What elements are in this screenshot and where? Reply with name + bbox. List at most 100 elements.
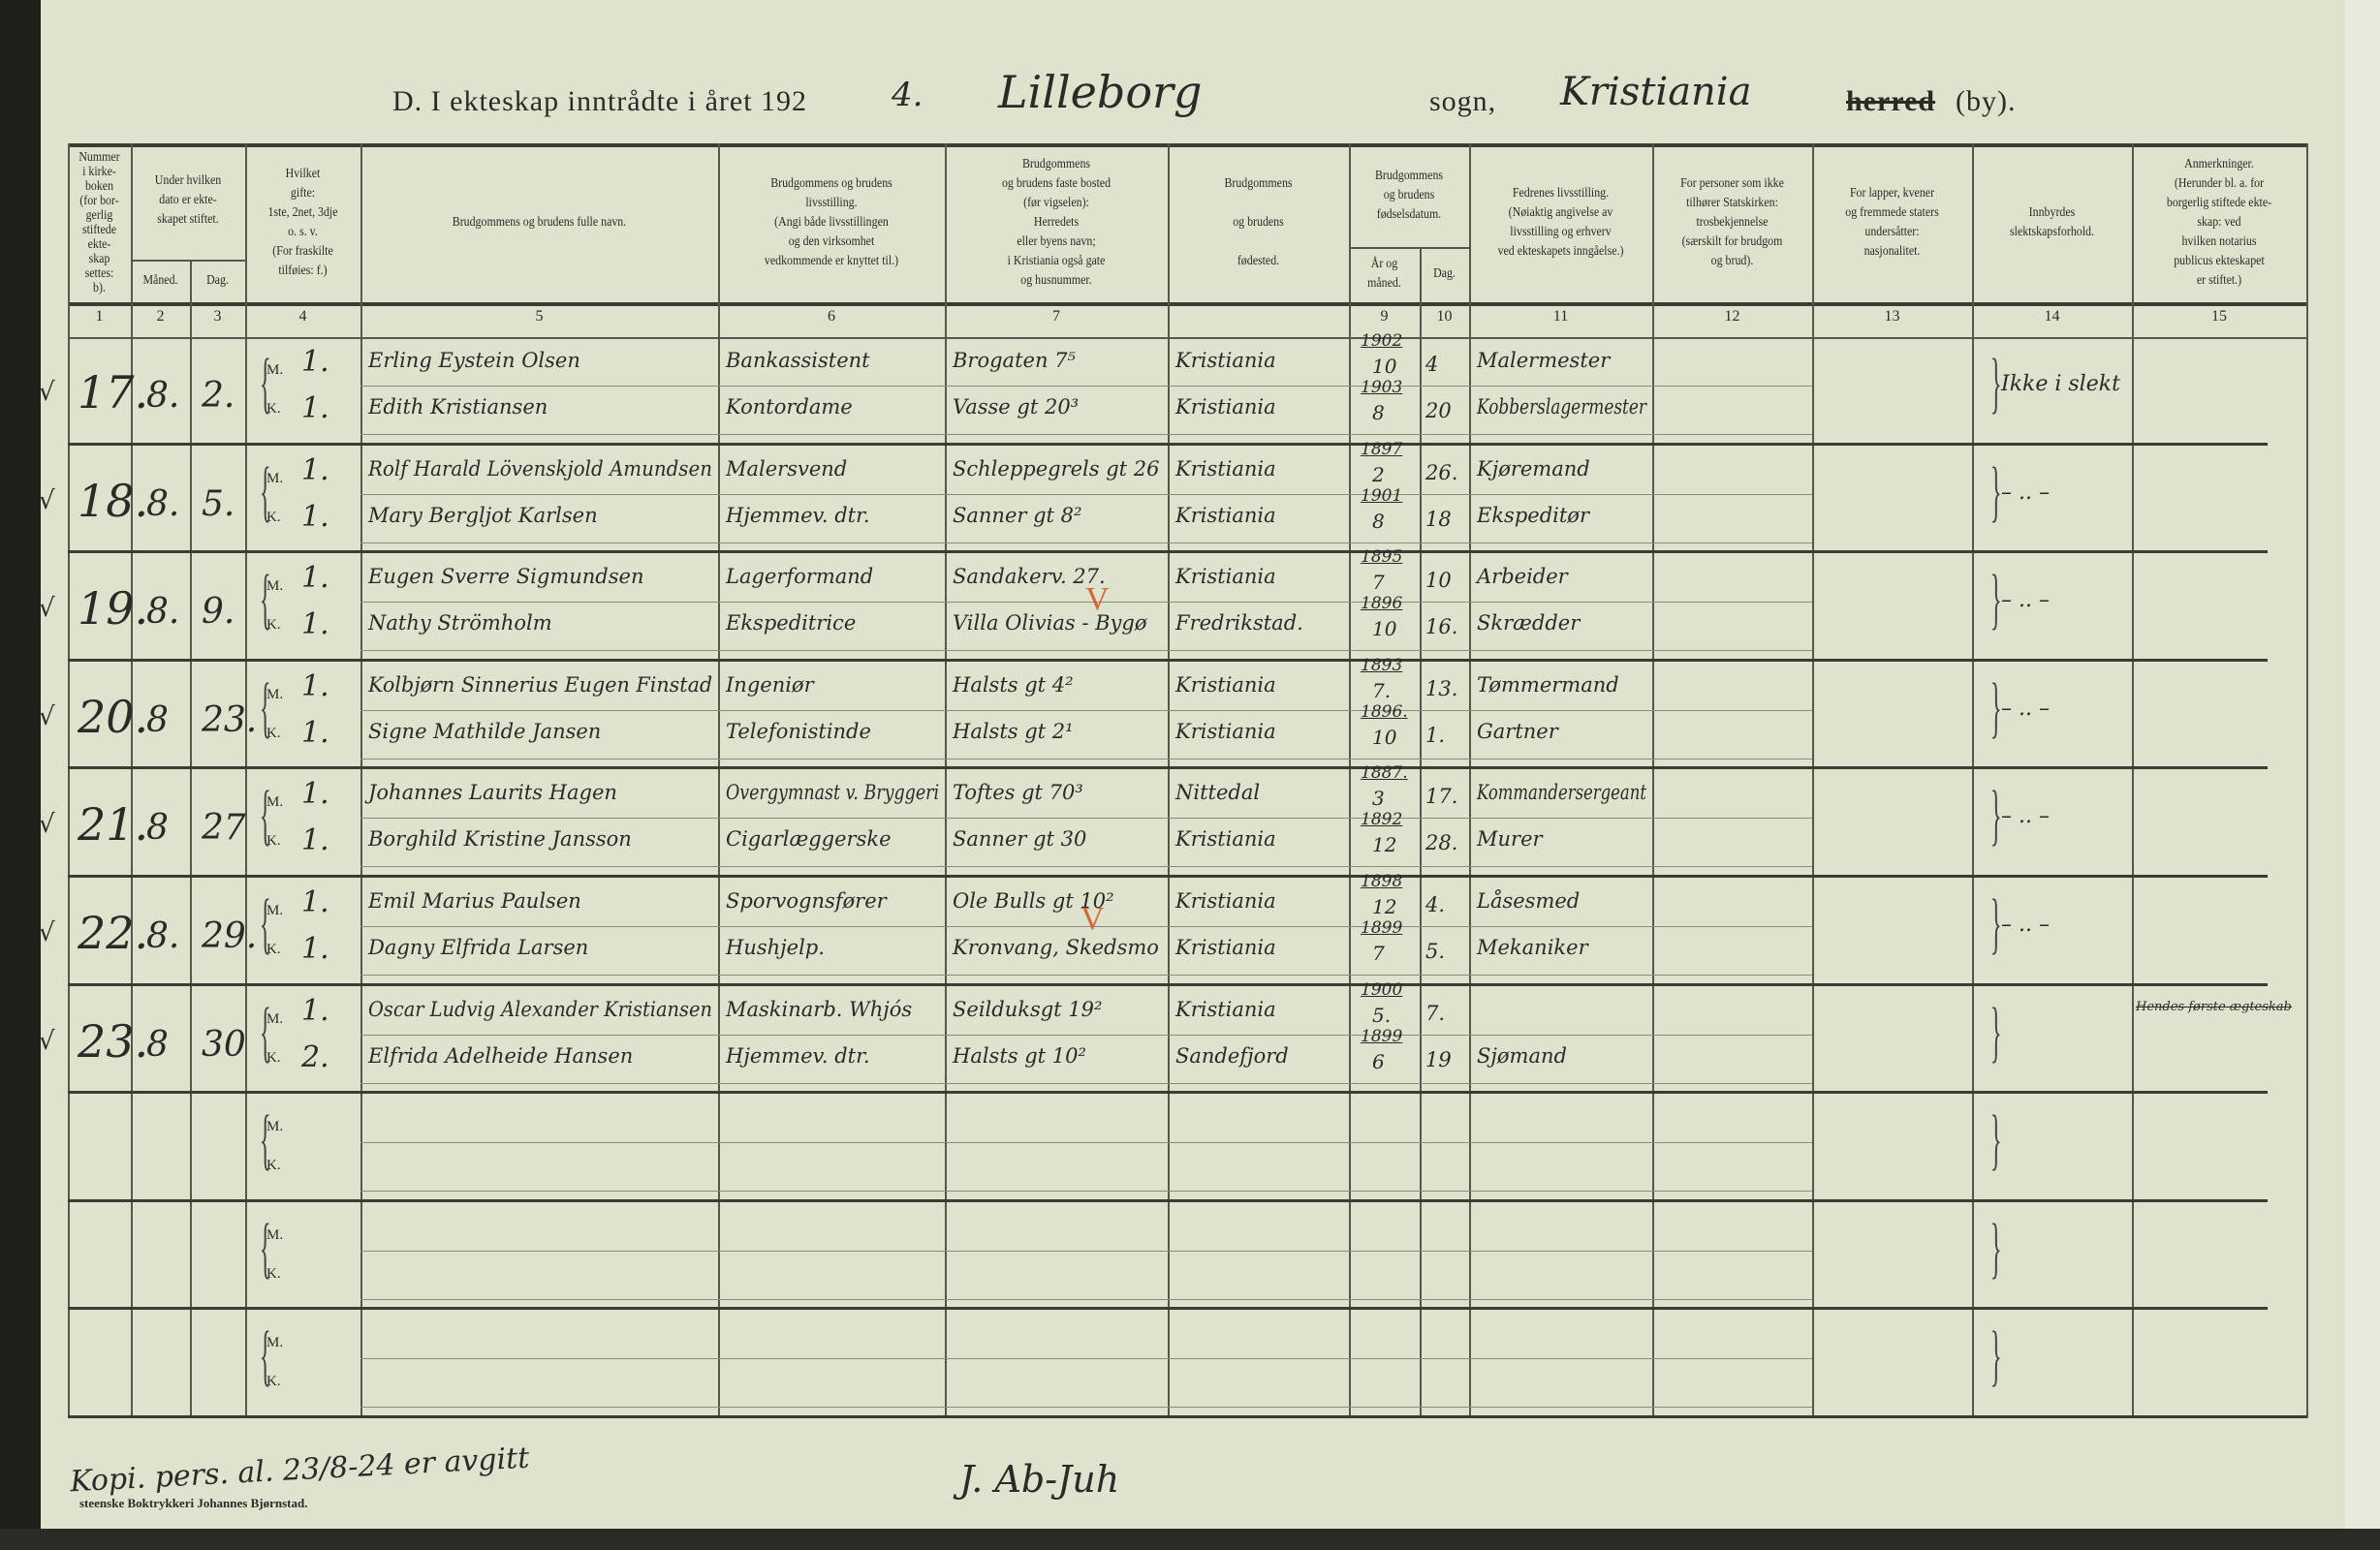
date-subheader-rule (131, 260, 245, 262)
groom-residence: Ole Bulls gt 10² (953, 889, 1114, 913)
groom-occupation: Ingeniør (726, 672, 814, 697)
groom-father-occupation: Låsesmed (1477, 889, 1581, 913)
column-number-10: 10 (1436, 308, 1453, 325)
groom-father-occupation: Kjøremand (1477, 456, 1590, 480)
groom-residence: Schleppegrels gt 26 (953, 456, 1160, 480)
column-header-2: Måned. (142, 273, 178, 288)
groom-line (360, 926, 1812, 927)
table-top-rule (68, 143, 2306, 147)
column-divider (131, 143, 133, 1418)
groom-birth-day: 7. (1425, 1001, 1446, 1025)
groom-residence: Seilduksgt 19² (953, 997, 1103, 1021)
bride-birth-year: 1899 (1361, 1026, 1403, 1046)
column-header-9: År og måned. (1367, 257, 1401, 291)
column-divider (1972, 143, 1974, 1418)
column-header-12: For personer som ikke tilhører Statskirk… (1680, 176, 1784, 268)
groom-birth-day: 17. (1425, 785, 1458, 809)
kinship: – .. – (2001, 804, 2050, 829)
groom-residence: Brogaten 7⁵ (953, 349, 1076, 372)
entry-day: 23. (202, 699, 258, 740)
kinship: – .. – (2001, 696, 2050, 721)
groom-name: Johannes Laurits Hagen (368, 781, 617, 805)
bride-birth-year: 1892 (1361, 810, 1403, 830)
bride-label: K. (266, 401, 281, 417)
column-header-1: Nummer i kirke- boken (for bor- gerlig s… (78, 150, 120, 295)
groom-name: Oscar Ludvig Alexander Kristiansen (368, 997, 712, 1021)
bride-father-occupation: Murer (1477, 827, 1543, 852)
column-divider (1420, 247, 1422, 1418)
bride-occupation: Telefonistinde (726, 719, 871, 743)
groom-birth-month: 3 (1372, 787, 1385, 811)
entry-day: 5. (202, 483, 235, 524)
bride-label: K. (266, 1049, 281, 1066)
column-number-11: 11 (1552, 308, 1569, 325)
bride-marriage-order: 1. (301, 391, 329, 425)
groom-marriage-order: 1. (301, 993, 329, 1028)
groom-label: M. (266, 1226, 284, 1243)
groom-birth-month: 5. (1372, 1003, 1392, 1027)
bride-line (360, 758, 1812, 760)
column-divider (190, 260, 192, 1418)
remarks-struck: Hendes første ægteskab (2136, 999, 2292, 1014)
bride-occupation: Hjemmev. dtr. (726, 1043, 870, 1068)
groom-birth-year: 1898 (1361, 872, 1403, 891)
column-divider (945, 143, 947, 1418)
groom-name: Eugen Sverre Sigmundsen (368, 565, 644, 589)
groom-birthplace: Kristiania (1175, 349, 1276, 372)
brace-icon: } (1989, 778, 2002, 853)
bride-name: Edith Kristiansen (368, 395, 548, 418)
bride-line (360, 1082, 1812, 1084)
birth-subheader-rule (1349, 247, 1469, 249)
column-number-1: 1 (95, 308, 104, 325)
title-prefix: D. I ekteskap inntrådte i året 192 (392, 85, 808, 117)
page-edge-right (2345, 0, 2380, 1550)
groom-birth-day: 4. (1425, 893, 1446, 916)
bride-label: K. (266, 1265, 281, 1282)
bride-father-occupation: Mekaniker (1477, 936, 1588, 959)
entry-number: 20. (78, 690, 149, 743)
entry-row-rule (68, 1307, 2268, 1311)
groom-label: M. (266, 578, 284, 595)
groom-birthplace: Kristiania (1175, 456, 1276, 480)
bride-occupation: Hjemmev. dtr. (726, 503, 870, 527)
entry-month: 8. (146, 483, 180, 524)
entry-row-rule (68, 1415, 2306, 1418)
bride-name: Borghild Kristine Jansson (368, 827, 632, 852)
bride-birth-year: 1901 (1361, 485, 1403, 506)
groom-residence: Halsts gt 4² (953, 672, 1074, 697)
groom-label: M. (266, 794, 284, 811)
groom-birth-month: 7. (1372, 678, 1392, 702)
bride-birth-month: 8 (1372, 401, 1385, 424)
groom-birth-year: 1895 (1361, 547, 1403, 568)
bride-birthplace: Kristiania (1175, 719, 1276, 743)
bride-marriage-order: 1. (301, 499, 329, 534)
groom-label: M. (266, 1335, 284, 1351)
brace-icon: } (1989, 669, 2002, 745)
printer-imprint: steenske Boktrykkeri Johannes Bjørnstad. (79, 1496, 308, 1510)
bride-birth-month: 6 (1372, 1049, 1385, 1073)
column-divider (360, 143, 362, 1418)
bride-marriage-order: 1. (301, 715, 329, 750)
entry-month: 8 (146, 808, 169, 849)
bride-line (360, 434, 1812, 435)
groom-marriage-order: 1. (301, 668, 329, 703)
brace-icon: { (259, 1102, 271, 1178)
column-number-3: 3 (213, 308, 222, 325)
kinship: – .. – (2001, 913, 2050, 937)
bride-name: Nathy Strömholm (368, 611, 552, 636)
entry-row-rule (68, 766, 2268, 770)
groom-label: M. (266, 470, 284, 486)
groom-birth-year: 1897 (1361, 439, 1403, 459)
groom-birth-day: 10 (1425, 569, 1452, 593)
groom-line (360, 1034, 1812, 1036)
entry-number: 18. (78, 474, 149, 527)
bride-birth-day: 18 (1425, 507, 1452, 531)
bride-occupation: Cigarlæggerske (726, 827, 892, 852)
number-row-rule (68, 337, 2306, 339)
bride-residence: Halsts gt 2¹ (953, 719, 1074, 743)
groom-birth-day: 26. (1425, 460, 1458, 484)
bride-birth-year: 1896 (1361, 594, 1403, 614)
groom-birth-month: 10 (1372, 355, 1397, 378)
kinship: Ikke i slekt (2001, 372, 2120, 396)
entry-day: 2. (202, 376, 235, 416)
